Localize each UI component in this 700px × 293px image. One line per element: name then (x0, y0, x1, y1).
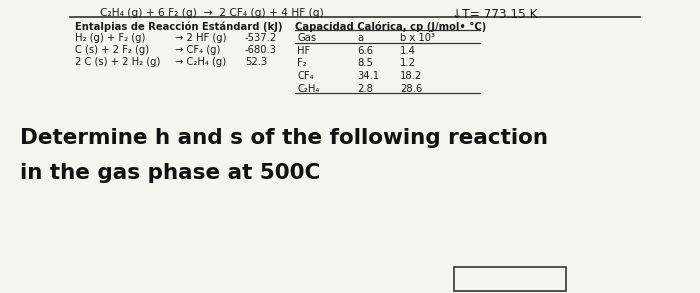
Text: 34.1: 34.1 (357, 71, 379, 81)
Text: H₂ (g) + F₂ (g): H₂ (g) + F₂ (g) (75, 33, 146, 43)
Text: b x 10³: b x 10³ (400, 33, 435, 43)
Text: Entalpias de Reacción Estándard (kJ): Entalpias de Reacción Estándard (kJ) (75, 22, 283, 33)
Text: 1.2: 1.2 (400, 58, 416, 68)
Text: in the gas phase at 500C: in the gas phase at 500C (20, 163, 321, 183)
Text: C (s) + 2 F₂ (g): C (s) + 2 F₂ (g) (75, 45, 149, 55)
Text: C₂H₄: C₂H₄ (297, 84, 319, 94)
Text: 52.3: 52.3 (245, 57, 267, 67)
Text: → 2 HF (g): → 2 HF (g) (175, 33, 227, 43)
Text: 2.8: 2.8 (357, 84, 373, 94)
Text: 8.5: 8.5 (357, 58, 373, 68)
Text: → CF₄ (g): → CF₄ (g) (175, 45, 220, 55)
Text: 28.6: 28.6 (400, 84, 422, 94)
Text: 18.2: 18.2 (400, 71, 422, 81)
Text: ↓T= 773.15 K: ↓T= 773.15 K (452, 8, 538, 21)
Text: C₂H₄ (g) + 6 F₂ (g)  →  2 CF₄ (g) + 4 HF (g): C₂H₄ (g) + 6 F₂ (g) → 2 CF₄ (g) + 4 HF (… (100, 8, 323, 18)
Text: a: a (357, 33, 363, 43)
Text: 6.6: 6.6 (357, 46, 373, 56)
Text: CF₄: CF₄ (297, 71, 314, 81)
Text: -680.3: -680.3 (245, 45, 277, 55)
Text: Capacidad Calórica, cp (J/mol• °C): Capacidad Calórica, cp (J/mol• °C) (295, 22, 486, 33)
Text: F₂: F₂ (297, 58, 307, 68)
Text: Gas: Gas (297, 33, 316, 43)
Text: HF: HF (297, 46, 310, 56)
Text: -537.2: -537.2 (245, 33, 277, 43)
Text: 2 C (s) + 2 H₂ (g): 2 C (s) + 2 H₂ (g) (75, 57, 160, 67)
Text: 1.4: 1.4 (400, 46, 416, 56)
Text: Determine h and s of the following reaction: Determine h and s of the following react… (20, 128, 548, 148)
Text: → C₂H₄ (g): → C₂H₄ (g) (175, 57, 226, 67)
FancyBboxPatch shape (454, 267, 566, 291)
